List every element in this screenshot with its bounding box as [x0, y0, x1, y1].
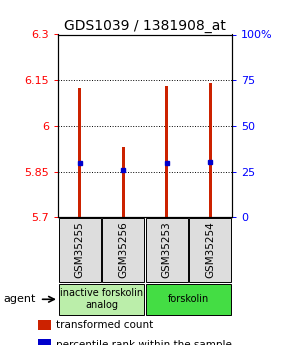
Text: GSM35255: GSM35255: [75, 222, 85, 278]
Text: GSM35253: GSM35253: [162, 222, 172, 278]
Text: agent: agent: [3, 294, 35, 304]
Text: inactive forskolin
analog: inactive forskolin analog: [60, 288, 143, 310]
Bar: [209, 83, 212, 217]
Text: GSM35254: GSM35254: [205, 222, 215, 278]
Title: GDS1039 / 1381908_at: GDS1039 / 1381908_at: [64, 19, 226, 33]
Text: forskolin: forskolin: [168, 294, 209, 304]
Text: percentile rank within the sample: percentile rank within the sample: [56, 340, 232, 345]
Bar: [59, 284, 144, 315]
Bar: [38, 339, 51, 345]
Bar: [38, 320, 51, 330]
Bar: [189, 218, 231, 282]
Bar: [165, 86, 168, 217]
Bar: [146, 284, 231, 315]
Text: transformed count: transformed count: [56, 320, 153, 330]
Bar: [146, 218, 188, 282]
Bar: [102, 218, 144, 282]
Bar: [78, 88, 81, 217]
Bar: [59, 218, 101, 282]
Bar: [122, 147, 125, 217]
Text: GSM35256: GSM35256: [118, 222, 128, 278]
